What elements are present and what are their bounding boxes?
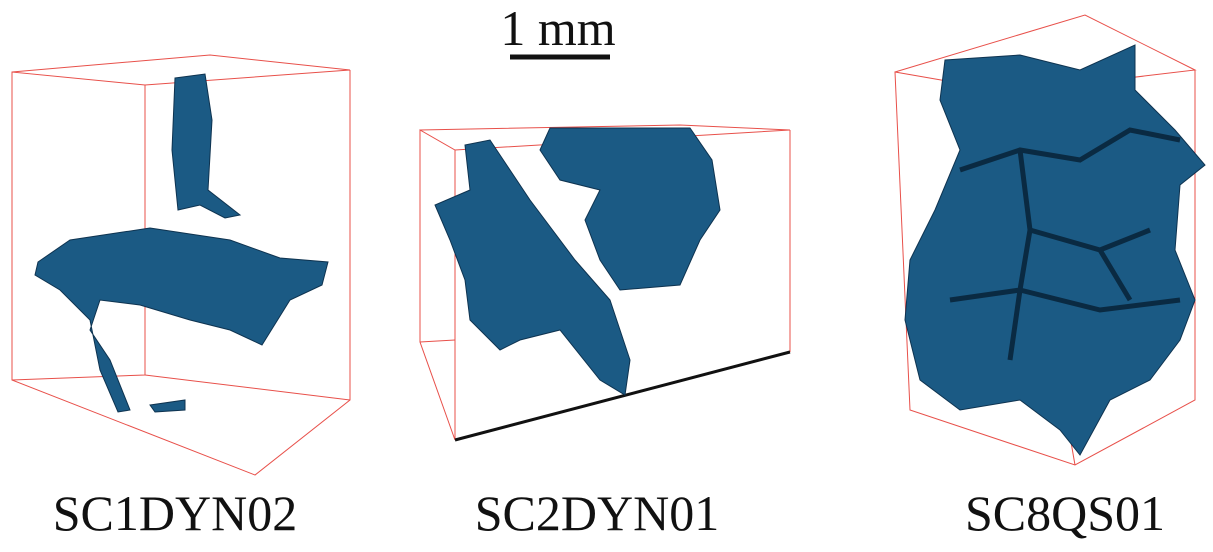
panel-label: SC2DYN01 <box>475 485 719 541</box>
panel-label: SC8QS01 <box>965 485 1165 541</box>
scale-bar-label: 1 mm <box>500 0 615 56</box>
panel-label: SC1DYN02 <box>53 485 297 541</box>
panel-1-render <box>12 55 350 475</box>
panel-2-render <box>420 125 790 440</box>
figure: 1 mm SC1DYN02 SC2DYN01 SC8QS01 <box>0 0 1213 552</box>
panel-3-render <box>895 15 1205 465</box>
